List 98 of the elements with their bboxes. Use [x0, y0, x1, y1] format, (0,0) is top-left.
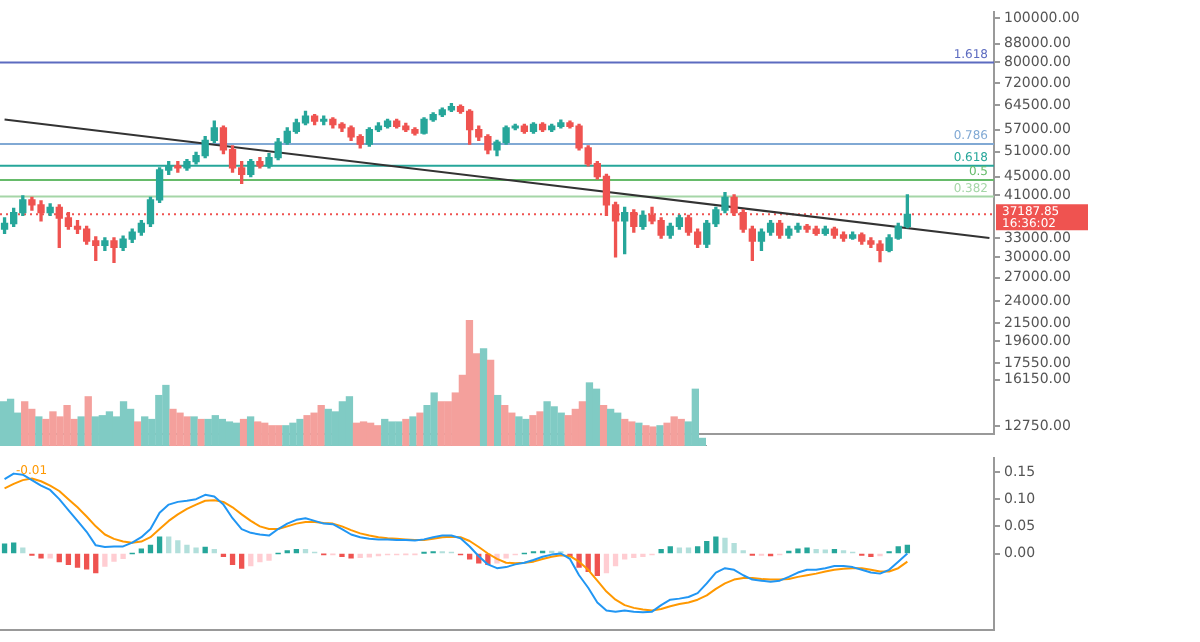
- bar: [166, 536, 172, 554]
- bar: [479, 348, 488, 446]
- bar: [704, 540, 710, 554]
- bar: [275, 425, 283, 446]
- bar: [621, 418, 629, 446]
- bar: [585, 382, 594, 446]
- bar: [713, 536, 719, 554]
- bar: [663, 422, 671, 446]
- bar: [254, 421, 262, 446]
- bar: [501, 405, 509, 446]
- bar: [175, 540, 181, 554]
- bar: [65, 553, 72, 566]
- bar: [6, 398, 15, 446]
- bar: [543, 401, 551, 446]
- bar: [225, 421, 234, 446]
- bar: [437, 401, 445, 446]
- bar: [691, 388, 699, 446]
- bar: [218, 418, 227, 446]
- bar: [77, 416, 85, 446]
- bar: [282, 425, 290, 446]
- bar: [622, 553, 628, 560]
- bar: [685, 547, 692, 554]
- bar: [42, 418, 50, 446]
- bar: [190, 416, 198, 446]
- bar: [35, 416, 43, 446]
- bar: [402, 418, 410, 446]
- bar: [529, 415, 537, 446]
- bar: [83, 553, 90, 570]
- bar: [628, 421, 636, 446]
- bar: [416, 412, 424, 446]
- bar: [395, 421, 403, 446]
- bar: [21, 401, 29, 446]
- bar: [359, 421, 368, 446]
- bar: [381, 418, 389, 446]
- bar: [84, 396, 92, 446]
- bar: [515, 416, 523, 446]
- bar: [47, 553, 53, 559]
- bar: [536, 411, 544, 446]
- bar: [667, 546, 673, 554]
- bar: [508, 412, 516, 446]
- bar: [63, 405, 71, 446]
- bar: [303, 415, 311, 446]
- bar: [612, 553, 619, 567]
- bar: [156, 536, 163, 554]
- bar: [374, 425, 382, 446]
- bar: [642, 425, 650, 446]
- bar: [656, 425, 664, 446]
- bar: [557, 412, 565, 446]
- bar: [126, 408, 135, 446]
- bar: [28, 408, 36, 446]
- bar: [430, 392, 438, 446]
- bar: [141, 416, 149, 446]
- bar: [694, 546, 701, 554]
- bar: [522, 418, 530, 446]
- bar: [169, 408, 177, 446]
- bar: [676, 547, 683, 554]
- bar: [338, 401, 347, 446]
- bar: [592, 388, 601, 446]
- bar: [649, 426, 657, 446]
- bar: [895, 546, 901, 554]
- bar: [465, 320, 474, 446]
- bar: [246, 416, 255, 446]
- bar: [486, 359, 495, 446]
- bar: [564, 415, 572, 446]
- bar: [232, 422, 241, 446]
- bar: [614, 412, 622, 446]
- bar: [409, 416, 417, 446]
- bar: [366, 422, 375, 446]
- bar: [635, 422, 643, 446]
- bar: [352, 422, 361, 446]
- bar: [239, 418, 248, 446]
- bar: [296, 418, 304, 446]
- bar: [599, 405, 608, 446]
- bar: [324, 408, 332, 446]
- bar: [603, 553, 610, 574]
- bar: [183, 416, 191, 446]
- bar: [229, 553, 236, 566]
- bar: [345, 396, 354, 446]
- bar: [162, 384, 170, 446]
- bar: [204, 418, 212, 446]
- bar: [98, 415, 107, 446]
- bar: [677, 418, 685, 446]
- bar: [494, 394, 502, 446]
- bar: [606, 408, 615, 446]
- bar: [134, 421, 142, 446]
- bar: [93, 553, 99, 574]
- bar: [594, 553, 600, 576]
- bar: [105, 411, 114, 446]
- bar: [91, 416, 99, 446]
- bar: [239, 553, 245, 569]
- bar: [119, 401, 128, 446]
- bar: [248, 553, 254, 567]
- bar: [197, 418, 205, 446]
- bar: [578, 401, 587, 446]
- bar: [20, 547, 26, 554]
- bar: [317, 405, 325, 446]
- bar: [466, 553, 473, 560]
- bar: [74, 553, 81, 568]
